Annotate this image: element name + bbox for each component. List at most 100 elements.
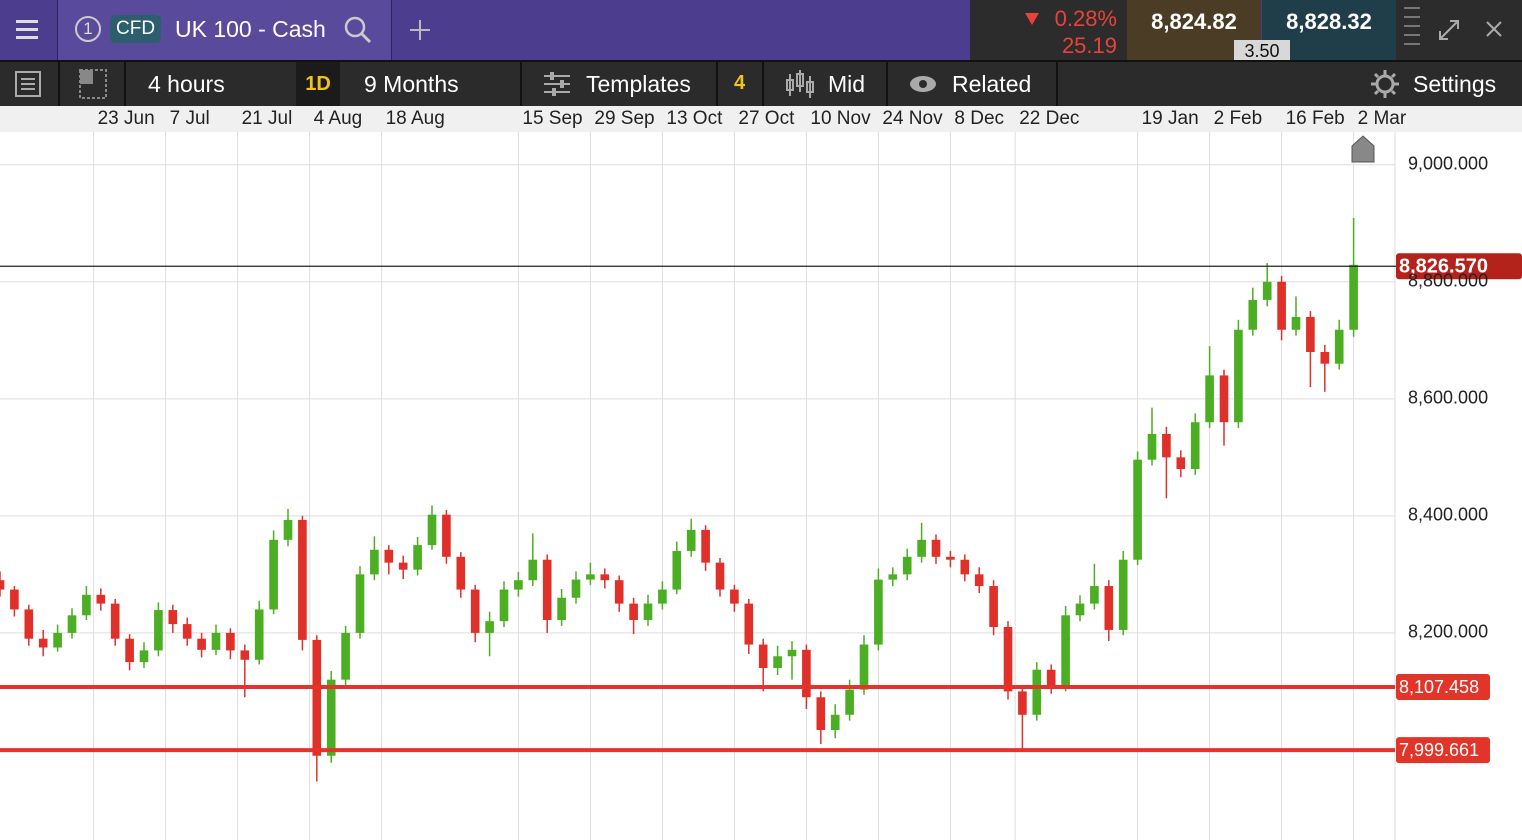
candle-body: [240, 650, 250, 660]
price-type-icon: [786, 70, 814, 98]
window-icons: [1404, 7, 1502, 45]
candle-body: [1334, 329, 1344, 364]
candle-body: [1118, 559, 1128, 630]
candle-body: [24, 609, 34, 639]
y-tick-label: 9,000.000: [1408, 154, 1488, 174]
templates[interactable]: Templates: [586, 71, 691, 97]
x-tick-label: 22 Dec: [1019, 108, 1079, 129]
period-shortcut[interactable]: 1D: [296, 62, 340, 106]
candle-body: [542, 559, 552, 620]
instrument-tab[interactable]: 1 CFD UK 100 - Cash: [57, 0, 392, 60]
candle-body: [197, 638, 206, 650]
candle-body: [10, 589, 19, 610]
search-icon[interactable]: [342, 14, 374, 46]
candle-body: [355, 574, 365, 633]
settings[interactable]: Settings: [1413, 71, 1497, 97]
eye-icon: [910, 76, 936, 92]
candle-body: [139, 650, 149, 663]
candle-body: [946, 556, 955, 560]
candle-body: [1219, 375, 1229, 423]
candle-body: [571, 579, 581, 598]
candle-body: [902, 556, 912, 575]
candle-body: [960, 559, 970, 575]
candle-body: [1349, 264, 1358, 330]
candle-body: [298, 519, 307, 640]
candle-body: [168, 610, 178, 625]
candle-body: [125, 638, 134, 663]
candle-body: [1046, 669, 1056, 686]
x-tick-label: 27 Oct: [738, 108, 795, 129]
candle-body: [730, 589, 739, 604]
templates-count: 4: [734, 72, 746, 94]
candle-body: [1075, 603, 1085, 616]
separator: [716, 62, 718, 106]
x-tick-label: 7 Jul: [170, 108, 210, 129]
x-tick-label: 19 Jan: [1142, 108, 1199, 129]
menu-button[interactable]: [0, 0, 55, 60]
y-tick-label: 8,800.000: [1408, 271, 1488, 291]
related[interactable]: Related: [952, 71, 1032, 97]
price-axis-band: [1395, 132, 1522, 840]
candle-body: [514, 580, 523, 590]
x-tick-label: 24 Nov: [882, 108, 943, 129]
templates-icon: [544, 72, 570, 96]
candle-body: [917, 539, 926, 557]
candle-body: [110, 603, 120, 639]
candle-body: [859, 644, 869, 690]
candle-body: [413, 545, 422, 570]
candle-body: [758, 644, 768, 668]
candle-body: [398, 562, 408, 570]
candle-body: [830, 714, 840, 730]
sell-button[interactable]: 8,824.82: [1127, 0, 1261, 60]
x-tick-label: 8 Dec: [954, 108, 1004, 129]
candle-body: [0, 580, 5, 590]
candle-body: [715, 562, 725, 590]
candle-body: [269, 539, 278, 610]
candle-body: [787, 649, 797, 657]
candle-body: [1234, 329, 1243, 423]
candle-body: [442, 514, 451, 557]
candle-body: [672, 550, 682, 590]
candle-body: [1061, 615, 1070, 686]
candle-body: [226, 632, 235, 651]
candle-body: [1003, 627, 1013, 692]
sell-price: 8,824.82: [1151, 9, 1237, 34]
buy-price: 8,828.32: [1286, 9, 1372, 34]
candle-body: [341, 632, 350, 680]
separator: [886, 62, 888, 106]
candle-body: [1205, 375, 1214, 423]
candle-body: [629, 603, 638, 620]
candle-body: [1018, 691, 1027, 715]
price-level-label: 7,999.661: [1399, 740, 1479, 760]
candle-body: [1104, 586, 1114, 630]
candle-body: [38, 638, 48, 648]
candle-body: [1262, 281, 1272, 300]
settings-icon: [1371, 70, 1399, 98]
candle-body: [888, 574, 898, 580]
candle-body: [931, 539, 941, 557]
candle-body: [154, 610, 163, 651]
candle-body: [1277, 281, 1286, 330]
scroll-home-icon[interactable]: [1351, 135, 1375, 163]
layout-icon[interactable]: [78, 68, 108, 100]
candle-body: [643, 603, 653, 620]
price-type[interactable]: Mid: [828, 71, 866, 97]
x-tick-label: 15 Sep: [522, 108, 582, 129]
candle-body: [658, 589, 667, 604]
price-level-tag: [1396, 253, 1522, 280]
candle-body: [528, 559, 538, 581]
list-icon[interactable]: [14, 70, 42, 98]
interval[interactable]: 4 hours: [148, 71, 225, 97]
x-tick-label: 16 Feb: [1286, 108, 1345, 129]
candle-body: [1190, 422, 1200, 470]
candle-body: [456, 556, 466, 590]
candle-body: [182, 624, 192, 639]
add-tab-icon[interactable]: [408, 18, 432, 42]
candle-body: [974, 574, 984, 587]
y-tick-label: 8,200.000: [1408, 622, 1488, 642]
date-axis-band: [0, 106, 1522, 132]
period[interactable]: 9 Months: [364, 71, 459, 97]
separator: [124, 62, 126, 106]
change-points: 25.19: [1061, 33, 1117, 58]
